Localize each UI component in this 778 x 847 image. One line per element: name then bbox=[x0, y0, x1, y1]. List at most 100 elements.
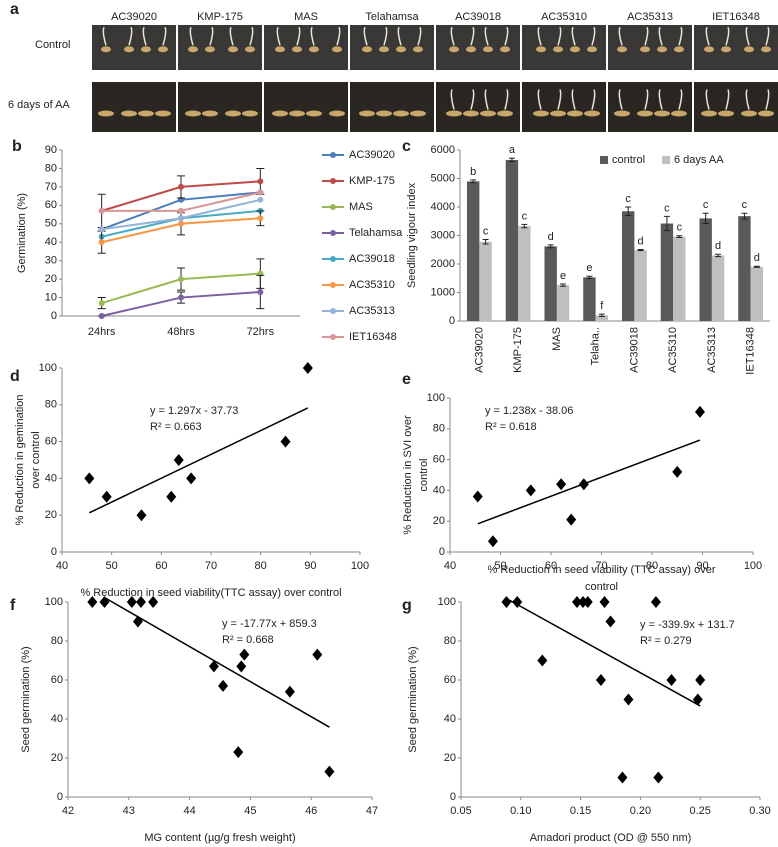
scatter-point bbox=[599, 596, 610, 608]
significance-letter: f bbox=[600, 300, 604, 312]
row-label: Control bbox=[35, 39, 70, 51]
seed bbox=[155, 110, 171, 117]
seed bbox=[329, 110, 345, 117]
seed bbox=[466, 46, 476, 53]
seed bbox=[289, 110, 305, 117]
shoot bbox=[537, 26, 542, 46]
y-tick-label: 60 bbox=[444, 674, 456, 686]
seed bbox=[483, 46, 493, 53]
seed bbox=[721, 46, 731, 53]
seed bbox=[245, 46, 255, 53]
column-label: KMP-175 bbox=[197, 11, 243, 23]
bar bbox=[505, 159, 519, 321]
y-tick-label: 40 bbox=[45, 236, 57, 248]
seed bbox=[497, 110, 513, 117]
legend-marker bbox=[330, 152, 336, 158]
trendline bbox=[508, 599, 701, 707]
column-label: MAS bbox=[294, 11, 318, 23]
error-bar bbox=[637, 248, 644, 252]
shoot bbox=[142, 26, 147, 46]
point-marker bbox=[98, 300, 105, 307]
scatter-point bbox=[87, 596, 98, 608]
y-tick-label: 20 bbox=[433, 515, 445, 527]
significance-letter: c bbox=[703, 199, 709, 211]
shoot bbox=[591, 89, 596, 110]
trendline bbox=[88, 407, 309, 514]
y-tick-label: 100 bbox=[427, 392, 445, 404]
x-tick-label: Telaha.. bbox=[590, 327, 602, 366]
x-tick-label: 72hrs bbox=[247, 326, 275, 338]
error-bar bbox=[663, 215, 670, 232]
significance-letter: c bbox=[522, 210, 528, 222]
column-label: IET16348 bbox=[712, 11, 760, 23]
seed bbox=[410, 110, 426, 117]
seed bbox=[188, 46, 198, 53]
point-marker bbox=[178, 207, 184, 214]
x-tick-label: 60 bbox=[545, 560, 557, 572]
legend-label: AC35313 bbox=[349, 305, 395, 317]
bar bbox=[556, 285, 570, 321]
r-squared: R² = 0.668 bbox=[222, 634, 274, 646]
seed bbox=[379, 46, 389, 53]
seed bbox=[744, 46, 754, 53]
scatter-point bbox=[595, 674, 606, 686]
y-tick-label: 80 bbox=[51, 635, 63, 647]
scatter-point bbox=[302, 362, 313, 374]
scatter-point bbox=[512, 596, 523, 608]
y-tick-label: 40 bbox=[45, 472, 57, 484]
x-tick-label: 70 bbox=[595, 560, 607, 572]
shoot bbox=[102, 26, 107, 46]
error-bar bbox=[625, 206, 632, 217]
y-tick-label: 80 bbox=[433, 423, 445, 435]
trendline bbox=[104, 596, 330, 728]
legend-marker bbox=[330, 334, 336, 340]
shoot bbox=[417, 26, 422, 46]
significance-letter: c bbox=[483, 225, 489, 237]
x-tick-label: AC39018 bbox=[628, 327, 640, 373]
significance-letter: c bbox=[625, 193, 631, 205]
y-tick-label: 0 bbox=[57, 791, 63, 803]
seed bbox=[124, 46, 134, 53]
shoot bbox=[484, 26, 489, 46]
shoot bbox=[450, 89, 455, 110]
seed bbox=[674, 46, 684, 53]
seed bbox=[228, 46, 238, 53]
trendline bbox=[477, 439, 701, 525]
significance-letter: c bbox=[742, 199, 748, 211]
error-bar bbox=[482, 238, 489, 245]
error-bar bbox=[715, 253, 722, 258]
y-tick-label: 50 bbox=[45, 218, 57, 230]
seed bbox=[500, 46, 510, 53]
seed bbox=[393, 110, 409, 117]
seed bbox=[567, 110, 583, 117]
seed bbox=[98, 110, 114, 117]
seed bbox=[536, 46, 546, 53]
y-tick-label: 60 bbox=[45, 436, 57, 448]
scatter-point bbox=[472, 490, 483, 503]
seed bbox=[761, 46, 771, 53]
legend-label: AC39018 bbox=[349, 253, 395, 265]
equation: y = 1.297x - 37.73 bbox=[150, 405, 238, 417]
scatter-point bbox=[487, 535, 498, 548]
x-tick-label: 46 bbox=[305, 805, 317, 817]
bar bbox=[660, 223, 674, 321]
x-tick-label: 24hrs bbox=[88, 326, 116, 338]
bar bbox=[621, 211, 635, 321]
shoot bbox=[537, 89, 542, 110]
shoot bbox=[397, 26, 402, 46]
y-tick-label: 0 bbox=[51, 546, 57, 558]
x-axis-label: Amadori product (OD @ 550 nm) bbox=[530, 832, 692, 844]
seed bbox=[359, 110, 375, 117]
seed bbox=[396, 46, 406, 53]
seed bbox=[758, 110, 774, 117]
y-tick-label: 70 bbox=[45, 181, 57, 193]
point-marker bbox=[178, 220, 184, 227]
shoot bbox=[557, 26, 562, 46]
scatter-point bbox=[653, 771, 664, 784]
scatter-point bbox=[136, 509, 147, 522]
y-axis-label: Seed germination (%) bbox=[20, 646, 32, 752]
equation: y = 1.238x - 38.06 bbox=[485, 405, 573, 417]
y-tick-label: 20 bbox=[45, 273, 57, 285]
seed bbox=[205, 46, 215, 53]
